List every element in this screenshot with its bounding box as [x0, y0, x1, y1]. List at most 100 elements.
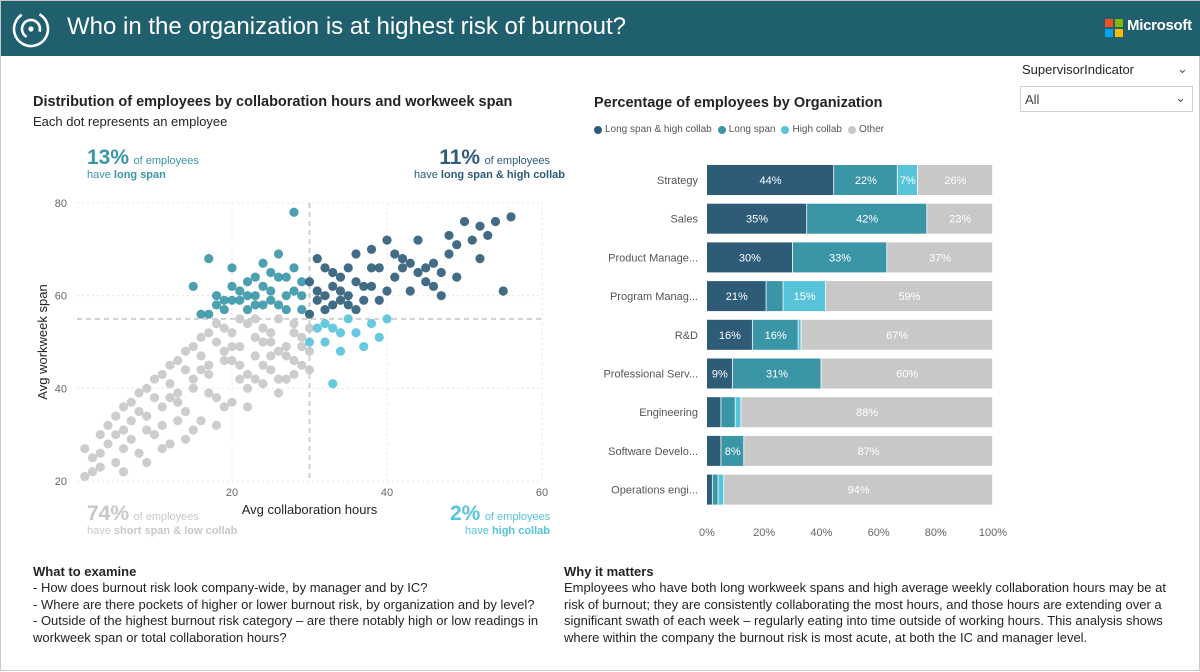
scatter-point — [428, 281, 439, 291]
scatter-point — [250, 291, 260, 301]
kpi-category: long span — [113, 169, 166, 181]
scatter-point — [281, 374, 291, 384]
legend-label: Other — [858, 124, 884, 135]
scatter-point — [328, 300, 338, 310]
kpi-text: of employees — [133, 155, 199, 167]
legend-dot-icon — [847, 125, 856, 134]
bar-segment — [807, 203, 927, 234]
scatter-point — [297, 291, 307, 301]
scatter-point — [157, 420, 167, 430]
data-label: 37% — [929, 252, 951, 264]
scatter-point — [374, 332, 384, 342]
x-axis-label: Avg collaboration hours — [242, 502, 378, 517]
scatter-point — [242, 383, 253, 393]
category-label: Operations engi... — [611, 485, 698, 497]
scatter-point — [359, 295, 369, 305]
scatter-point — [235, 360, 245, 370]
scatter-point — [219, 323, 229, 333]
examine-item: - Outside of the highest burnout risk ca… — [33, 613, 539, 645]
scatter-point — [374, 295, 384, 305]
x-tick-label: 40% — [810, 527, 832, 539]
bar-segment — [825, 281, 993, 312]
scatter-point — [289, 369, 299, 380]
scatter-point — [173, 388, 183, 398]
scatter-point — [351, 249, 361, 259]
scatter-point — [266, 286, 276, 296]
x-tick-label: 80% — [925, 527, 947, 539]
supervisor-slicer-dropdown[interactable]: All ⌄ — [1020, 86, 1193, 112]
scatter-point — [165, 360, 175, 370]
scatter-point — [304, 337, 315, 347]
scatter-point — [111, 430, 121, 440]
scatter-point — [211, 300, 222, 310]
category-label: Program Manag... — [610, 291, 698, 303]
scatter-point — [304, 323, 315, 333]
category-label: Professional Serv... — [603, 369, 698, 381]
scatter-point — [118, 443, 129, 454]
scatter-point — [266, 337, 276, 347]
scatter-point — [165, 393, 175, 403]
scatter-point — [188, 342, 198, 352]
scatter-point — [188, 281, 198, 291]
scatter-point — [436, 291, 446, 301]
scatter-point — [227, 397, 237, 407]
slicer-title: SupervisorIndicator — [1022, 62, 1134, 77]
scatter-point — [165, 379, 175, 389]
bar-segment — [798, 319, 801, 350]
scatter-point — [405, 286, 415, 296]
data-label: 42% — [856, 214, 878, 226]
scatter-point — [126, 434, 136, 444]
scatter-point — [87, 467, 98, 477]
data-label: 94% — [848, 485, 870, 497]
scatter-point — [235, 295, 245, 305]
bar-segment — [741, 397, 993, 428]
x-tick-label: 20 — [226, 487, 238, 499]
scatter-point — [111, 457, 121, 468]
scatter-point — [204, 254, 214, 264]
scatter-point — [142, 457, 152, 468]
legend-item[interactable]: Long span — [717, 124, 775, 135]
scatter-point — [134, 388, 144, 398]
scatter-point — [173, 355, 183, 366]
bar-segment — [752, 319, 798, 350]
scatter-point — [506, 212, 516, 222]
scatter-point — [343, 314, 353, 324]
scatter-point — [258, 258, 268, 268]
scatter-point — [250, 314, 260, 324]
scatter-point — [87, 453, 98, 463]
bar-segment — [887, 242, 993, 273]
scatter-point — [80, 471, 90, 481]
chevron-down-icon[interactable]: ⌄ — [1177, 61, 1188, 76]
bar-segment — [707, 203, 807, 234]
legend-item[interactable]: Long span & high collab — [594, 124, 712, 135]
why-paragraph: Employees who have both long workweek sp… — [564, 580, 1166, 645]
legend-item[interactable]: High collab — [781, 124, 842, 135]
scatter-point — [421, 277, 431, 287]
scatter-point — [196, 351, 206, 361]
data-label: 21% — [726, 291, 748, 303]
legend-item[interactable]: Other — [847, 124, 884, 135]
examine-item: - How does burnout risk look company-wid… — [33, 580, 428, 595]
scatter-point — [405, 258, 415, 268]
kpi-prefix: have — [87, 525, 111, 537]
scatter-point — [80, 443, 90, 454]
kpi-category: short span & low collab — [113, 525, 238, 537]
category-label: R&D — [675, 330, 698, 342]
scatter-point — [475, 221, 485, 231]
bar-segment — [721, 435, 744, 466]
category-label: Software Develo... — [608, 446, 698, 458]
scatter-point — [227, 355, 237, 366]
y-tick-label: 60 — [55, 291, 67, 303]
bar-segment — [707, 358, 732, 389]
bar-segment — [766, 281, 783, 312]
scatter-point — [273, 374, 284, 384]
scatter-point — [111, 411, 121, 421]
bar-segment — [801, 319, 993, 350]
scatter-point — [382, 314, 392, 324]
scatter-point — [196, 365, 206, 375]
scatter-point — [142, 425, 152, 435]
kpi-text: of employees — [133, 511, 199, 523]
scatter-point — [219, 295, 229, 305]
scatter-point — [250, 272, 260, 282]
